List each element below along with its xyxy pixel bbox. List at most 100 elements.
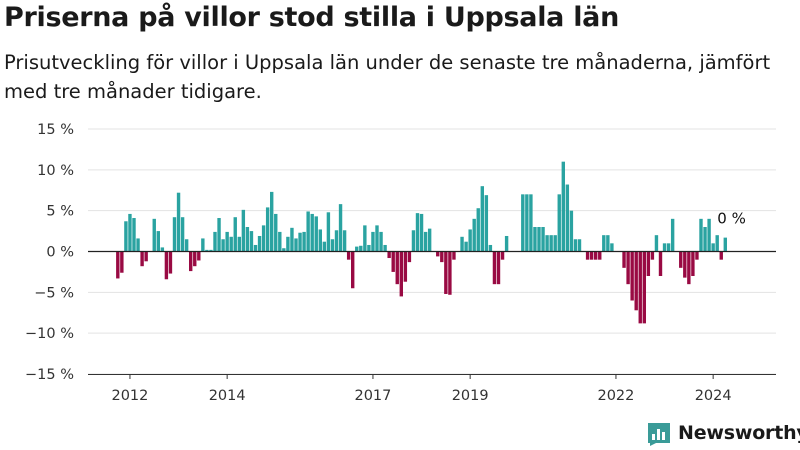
bar: [452, 251, 456, 260]
bar: [598, 251, 602, 260]
y-tick-label: −5 %: [34, 285, 74, 301]
bar: [444, 251, 448, 294]
bar: [286, 236, 290, 252]
bar: [561, 161, 565, 252]
bar: [278, 231, 282, 252]
last-value-label: 0 %: [717, 210, 746, 228]
bar: [557, 194, 561, 252]
bar: [245, 227, 250, 252]
bar: [116, 251, 120, 279]
bar: [573, 239, 578, 252]
bar: [241, 209, 246, 252]
bar: [314, 216, 318, 252]
bar: [205, 249, 209, 252]
bar: [687, 251, 691, 285]
bar: [322, 241, 327, 252]
bar: [707, 218, 711, 252]
bar: [484, 195, 489, 252]
bar: [156, 231, 160, 252]
bar: [124, 221, 128, 252]
chart-title: Priserna på villor stod stilla i Uppsala…: [4, 2, 619, 33]
x-axis: 2012 2014 2017 2019 2022 2024: [88, 374, 776, 404]
bar: [569, 210, 574, 252]
bar: [585, 251, 590, 260]
bar: [533, 227, 537, 252]
bar: [152, 218, 156, 252]
bar: [480, 186, 484, 252]
bar: [711, 243, 715, 252]
bar: [270, 191, 274, 252]
newsworthy-logo-icon: [648, 423, 670, 446]
bar: [193, 251, 197, 267]
bar: [719, 251, 723, 260]
bar: [423, 231, 428, 252]
bar: [654, 235, 659, 252]
bar: [375, 225, 379, 252]
bar: [136, 238, 140, 252]
bar: [703, 227, 707, 252]
bar: [436, 251, 440, 257]
bar: [342, 230, 347, 252]
bar: [201, 238, 205, 252]
bar: [723, 237, 727, 252]
bar: [140, 251, 144, 267]
bar: [622, 251, 626, 268]
bar: [610, 243, 614, 252]
bar: [128, 213, 132, 252]
y-tick-label: −10 %: [25, 326, 74, 342]
x-tick-label: 2014: [209, 388, 246, 404]
bar: [476, 208, 480, 252]
bar: [189, 251, 193, 272]
bar: [545, 235, 549, 252]
bar: [670, 218, 675, 252]
bar: [525, 194, 529, 252]
bar: [594, 251, 598, 260]
bar: [355, 246, 359, 252]
bar: [294, 238, 298, 252]
bar: [338, 204, 343, 252]
bar: [415, 213, 420, 252]
bar: [496, 251, 501, 285]
bar: [626, 251, 630, 285]
bar: [646, 251, 651, 276]
bar: [144, 251, 148, 262]
bar: [213, 231, 217, 252]
bar: [577, 239, 582, 252]
bar: [363, 225, 367, 252]
bar: [132, 218, 136, 252]
newsworthy-logo[interactable]: Newsworthy: [646, 420, 800, 446]
bar: [302, 231, 306, 252]
bar: [221, 239, 225, 252]
x-tick-label: 2017: [354, 388, 391, 404]
bar: [472, 218, 476, 252]
bar: [217, 218, 221, 252]
bar: [642, 251, 646, 324]
bar: [290, 227, 294, 252]
bar: [310, 213, 314, 252]
bar: [549, 235, 553, 252]
bars: [116, 161, 727, 324]
bar: [209, 249, 213, 252]
bar: [407, 251, 412, 263]
bar: [634, 251, 638, 311]
bar: [387, 251, 391, 259]
bar: [565, 184, 570, 252]
bar: [691, 251, 695, 276]
bar: [411, 230, 416, 252]
bar: [120, 251, 124, 273]
bar: [683, 251, 687, 278]
bar: [359, 245, 363, 252]
y-tick-label: 5 %: [46, 204, 74, 220]
x-tick-label: 2019: [452, 388, 489, 404]
bar: [257, 235, 262, 252]
bar: [233, 217, 237, 252]
bar: [658, 251, 663, 276]
bar: [419, 213, 424, 252]
bar: [606, 235, 610, 252]
y-tick-label: 10 %: [37, 163, 74, 179]
newsworthy-wordmark: Newsworthy: [678, 422, 800, 444]
bar: [662, 243, 667, 252]
bar: [197, 251, 201, 261]
bar: [367, 244, 371, 252]
bar: [492, 251, 497, 285]
